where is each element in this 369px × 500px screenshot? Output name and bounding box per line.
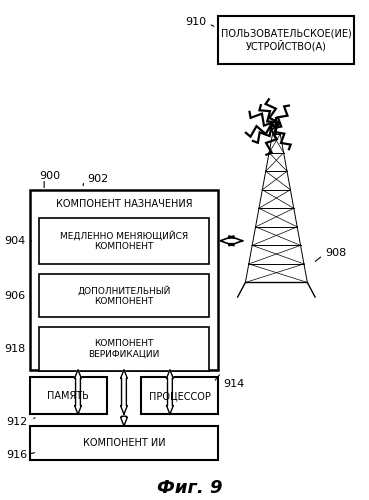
Text: ПАМЯТЬ: ПАМЯТЬ xyxy=(47,391,89,401)
Text: ДОПОЛНИТЕЛЬНЫЙ
КОМПОНЕНТ: ДОПОЛНИТЕЛЬНЫЙ КОМПОНЕНТ xyxy=(77,286,170,306)
Text: 908: 908 xyxy=(325,248,346,258)
Text: КОМПОНЕНТ НАЗНАЧЕНИЯ: КОМПОНЕНТ НАЗНАЧЕНИЯ xyxy=(56,199,192,209)
Text: 906: 906 xyxy=(4,290,26,300)
Text: 902: 902 xyxy=(88,174,109,184)
Text: 914: 914 xyxy=(223,379,244,389)
Bar xyxy=(39,327,208,370)
Bar xyxy=(218,16,354,64)
Polygon shape xyxy=(121,370,127,414)
Polygon shape xyxy=(75,370,82,414)
Polygon shape xyxy=(166,370,173,414)
Polygon shape xyxy=(121,416,127,426)
Text: ПОЛЬЗОВАТЕЛЬСКОЕ(ИЕ)
УСТРОЙСТВО(А): ПОЛЬЗОВАТЕЛЬСКОЕ(ИЕ) УСТРОЙСТВО(А) xyxy=(221,28,351,52)
Bar xyxy=(39,274,208,318)
Text: КОМПОНЕНТ
ВЕРИФИКАЦИИ: КОМПОНЕНТ ВЕРИФИКАЦИИ xyxy=(88,339,160,358)
Bar xyxy=(141,378,218,414)
Text: Фиг. 9: Фиг. 9 xyxy=(156,479,222,497)
Text: МЕДЛЕННО МЕНЯЮЩИЙСЯ
КОМПОНЕНТ: МЕДЛЕННО МЕНЯЮЩИЙСЯ КОМПОНЕНТ xyxy=(60,230,188,251)
Text: КОМПОНЕНТ ИИ: КОМПОНЕНТ ИИ xyxy=(83,438,165,448)
Text: 912: 912 xyxy=(6,417,28,427)
Text: 916: 916 xyxy=(7,450,28,460)
Bar xyxy=(39,218,208,264)
Text: 918: 918 xyxy=(4,344,26,354)
Bar xyxy=(30,378,107,414)
Text: 910: 910 xyxy=(186,16,207,26)
Text: 900: 900 xyxy=(39,171,61,181)
Bar xyxy=(30,190,218,370)
Polygon shape xyxy=(220,236,242,246)
Text: ПРОЦЕССОР: ПРОЦЕССОР xyxy=(149,391,211,401)
Bar xyxy=(30,426,218,460)
Text: 904: 904 xyxy=(4,236,26,246)
